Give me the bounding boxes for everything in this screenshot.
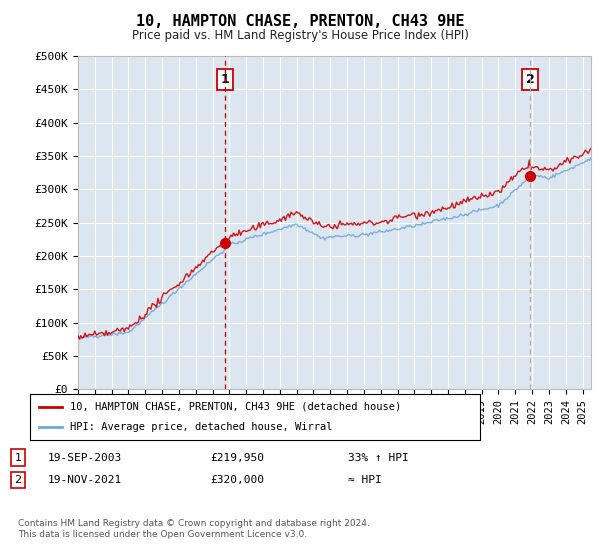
Text: 2: 2: [526, 73, 535, 86]
Text: 10, HAMPTON CHASE, PRENTON, CH43 9HE: 10, HAMPTON CHASE, PRENTON, CH43 9HE: [136, 14, 464, 29]
Text: 1: 1: [14, 452, 22, 463]
Text: HPI: Average price, detached house, Wirral: HPI: Average price, detached house, Wirr…: [71, 422, 333, 432]
Text: 19-SEP-2003: 19-SEP-2003: [48, 452, 122, 463]
Text: 19-NOV-2021: 19-NOV-2021: [48, 475, 122, 485]
Text: £320,000: £320,000: [210, 475, 264, 485]
Text: Contains HM Land Registry data © Crown copyright and database right 2024.
This d: Contains HM Land Registry data © Crown c…: [18, 520, 370, 539]
Text: Price paid vs. HM Land Registry's House Price Index (HPI): Price paid vs. HM Land Registry's House …: [131, 29, 469, 42]
Text: £219,950: £219,950: [210, 452, 264, 463]
Text: ≈ HPI: ≈ HPI: [348, 475, 382, 485]
Text: 1: 1: [220, 73, 229, 86]
Text: 10, HAMPTON CHASE, PRENTON, CH43 9HE (detached house): 10, HAMPTON CHASE, PRENTON, CH43 9HE (de…: [71, 402, 402, 412]
Text: 33% ↑ HPI: 33% ↑ HPI: [348, 452, 409, 463]
Text: 2: 2: [14, 475, 22, 485]
